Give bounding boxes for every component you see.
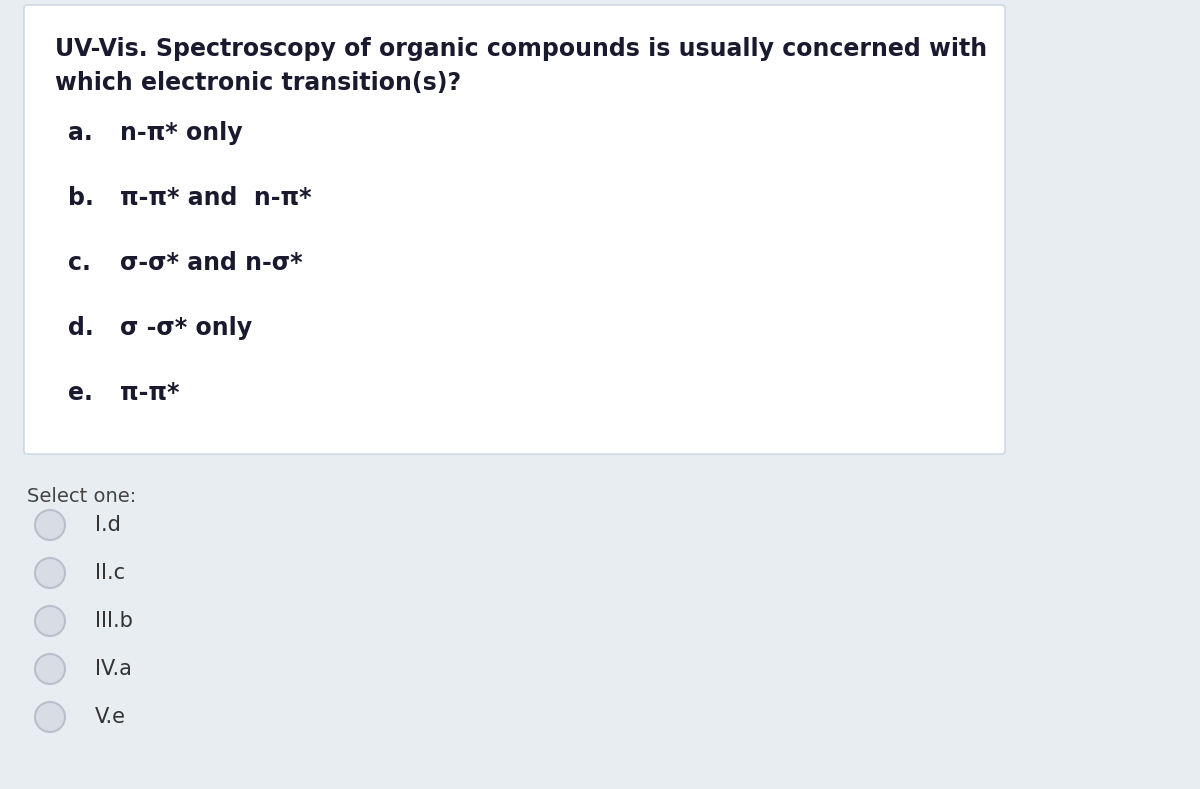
Text: d.: d. xyxy=(68,316,94,340)
Circle shape xyxy=(35,702,65,732)
Circle shape xyxy=(35,606,65,636)
Text: π-π* and  n-π*: π-π* and n-π* xyxy=(120,186,312,210)
Circle shape xyxy=(35,558,65,588)
Text: σ-σ* and n-σ*: σ-σ* and n-σ* xyxy=(120,251,302,275)
Text: Select one:: Select one: xyxy=(28,487,137,506)
Text: III.b: III.b xyxy=(95,611,133,631)
Text: b.: b. xyxy=(68,186,94,210)
Text: n-π* only: n-π* only xyxy=(120,121,242,145)
Text: e.: e. xyxy=(68,381,92,405)
Text: I.d: I.d xyxy=(95,515,121,535)
Circle shape xyxy=(35,510,65,540)
Text: UV-Vis. Spectroscopy of organic compounds is usually concerned with: UV-Vis. Spectroscopy of organic compound… xyxy=(55,37,988,61)
Text: IV.a: IV.a xyxy=(95,659,132,679)
Text: which electronic transition(s)?: which electronic transition(s)? xyxy=(55,71,461,95)
Text: π-π*: π-π* xyxy=(120,381,180,405)
Text: V.e: V.e xyxy=(95,707,126,727)
Text: a.: a. xyxy=(68,121,92,145)
Text: c.: c. xyxy=(68,251,91,275)
Circle shape xyxy=(35,654,65,684)
Text: σ -σ* only: σ -σ* only xyxy=(120,316,252,340)
FancyBboxPatch shape xyxy=(24,5,1006,454)
Text: II.c: II.c xyxy=(95,563,125,583)
